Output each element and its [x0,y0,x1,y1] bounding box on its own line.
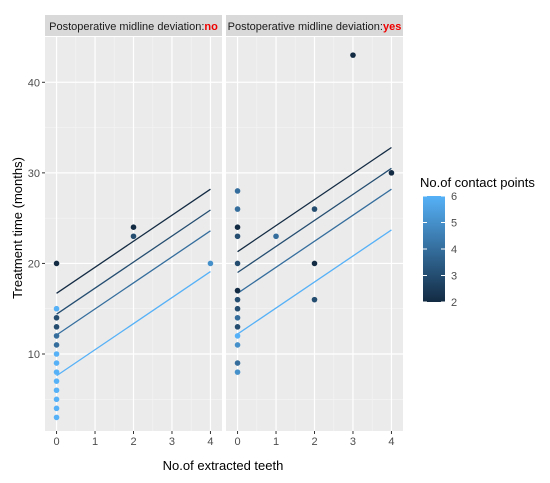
data-point [53,387,60,394]
data-point [234,314,241,321]
fit-line [56,209,211,315]
fit-line [56,271,211,377]
data-point [311,206,318,212]
x-tick-label: 2 [130,436,136,448]
data-point [234,333,241,339]
data-point [311,260,318,267]
data-point [234,224,241,231]
data-point [234,342,241,348]
y-axis-title: Treatment time (months) [10,157,25,299]
legend-tick-label: 3 [451,271,457,283]
legend-tick-label: 2 [451,297,457,309]
data-point [53,369,60,375]
data-point [350,52,356,58]
fit-line [237,146,392,253]
facet-strip [45,15,222,36]
y-tick-label: 10 [28,349,40,361]
legend-color-bar [423,196,445,302]
data-point [130,224,137,231]
legend-tick-label: 4 [451,244,457,256]
fit-line [237,188,392,294]
data-point [53,305,60,312]
y-tick-label: 40 [28,77,40,89]
data-point [234,305,241,312]
data-point [234,233,241,240]
data-point [234,188,241,194]
facet-label-prefix: Postoperative midline deviation: [228,21,383,33]
data-point [234,369,241,375]
data-point [53,360,60,366]
data-point [53,324,60,330]
data-point [130,233,137,240]
x-tick-label: 4 [207,436,213,448]
data-point [311,296,318,303]
y-tick-label: 20 [28,258,40,270]
facet-strip-label: Postoperative midline deviation:yes [228,21,402,33]
data-point [53,260,60,267]
data-point [53,405,60,412]
x-tick-label: 1 [92,436,98,448]
data-point [234,324,241,330]
legend-tick-label: 6 [451,191,457,203]
data-point [234,206,241,212]
x-tick-label: 0 [234,436,240,448]
x-tick-label: 4 [388,436,394,448]
data-point [234,287,241,294]
x-tick-label: 2 [311,436,317,448]
legend-title: No.of contact points [420,175,535,190]
x-axis-title: No.of extracted teeth [163,458,284,473]
data-point [53,378,60,384]
facet-panel: Postoperative midline deviation:no 0 1 2 3 4 1… [28,15,222,448]
fit-line [56,230,211,336]
data-point [53,342,60,348]
data-point [53,351,60,357]
data-point [234,360,241,366]
x-tick-label: 0 [53,436,59,448]
data-point [388,170,395,176]
facet-panels: Postoperative midline deviation:no0 1 2 3 41… [28,15,403,448]
data-point [273,233,279,240]
fit-line [56,188,211,294]
x-tick-label: 3 [169,436,175,448]
data-point [53,396,60,403]
legend-tick-label: 5 [451,218,457,230]
x-tick-label: 3 [350,436,356,448]
legend: No.of contact points 2 3 4 5 6 [420,175,535,309]
facet-strip-label: Postoperative midline deviation:no [49,21,218,33]
data-point [53,314,60,321]
data-point [234,260,241,267]
data-point [207,260,214,267]
facet-label-prefix: Postoperative midline deviation: [49,21,204,33]
facet-panel: Postoperative midline deviation:yes 0 1 2 3 4 [226,15,403,448]
data-point [234,296,241,303]
facet-label-value: no [204,21,218,33]
fit-line [237,167,392,274]
x-tick-label: 1 [273,436,279,448]
y-tick-label: 30 [28,168,40,180]
data-point [53,414,60,421]
facet-label-value: yes [383,21,401,33]
fit-line [237,229,392,335]
data-point [53,333,60,339]
facet-strip [226,15,403,36]
